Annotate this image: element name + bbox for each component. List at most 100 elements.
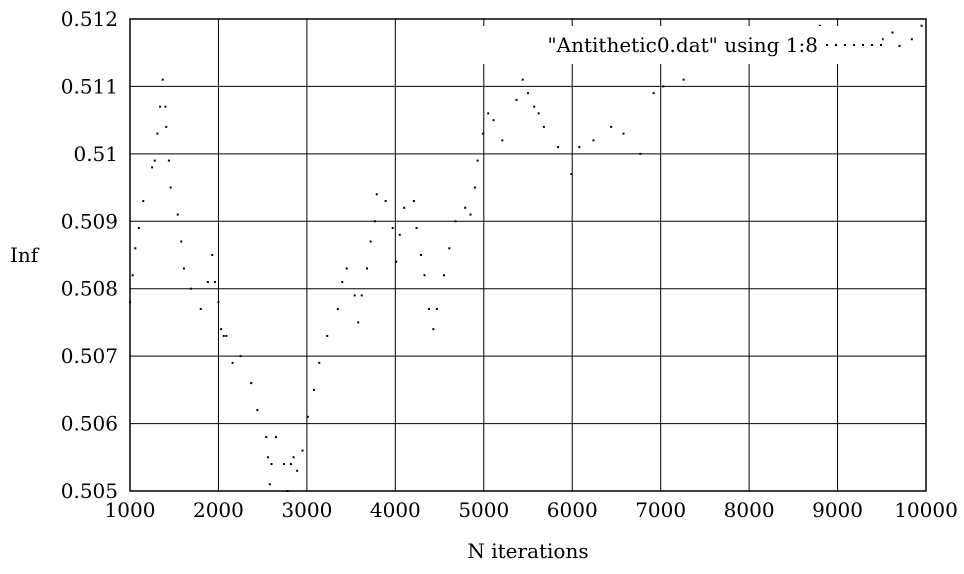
data-point xyxy=(161,78,164,81)
data-point xyxy=(341,280,344,283)
data-point xyxy=(910,38,913,41)
x-tick-label: 1000 xyxy=(105,498,156,522)
data-point xyxy=(222,334,225,337)
data-point xyxy=(137,227,140,230)
data-point xyxy=(881,38,884,41)
data-point xyxy=(134,247,137,250)
x-tick-label: 4000 xyxy=(370,498,421,522)
data-point xyxy=(180,240,183,243)
legend-sample-point xyxy=(835,44,837,46)
data-point xyxy=(176,213,179,216)
data-point xyxy=(662,85,665,88)
data-point xyxy=(142,200,145,203)
y-tick-label: 0.508 xyxy=(61,277,118,301)
y-tick-label: 0.509 xyxy=(61,209,118,233)
data-point xyxy=(165,125,168,128)
data-point xyxy=(220,328,223,331)
y-tick-label: 0.512 xyxy=(61,7,118,31)
data-point xyxy=(454,220,457,223)
data-point xyxy=(533,105,536,108)
data-point xyxy=(473,186,476,189)
y-tick-label: 0.505 xyxy=(61,479,118,503)
data-point xyxy=(213,280,216,283)
data-point xyxy=(167,159,170,162)
data-point xyxy=(239,355,242,358)
y-tick-label: 0.51 xyxy=(73,142,118,166)
data-point xyxy=(353,294,356,297)
y-axis-label: Inf xyxy=(10,243,40,267)
data-point xyxy=(164,105,167,108)
data-point xyxy=(487,112,490,115)
legend-sample xyxy=(826,44,882,46)
data-point xyxy=(818,24,821,27)
data-point xyxy=(481,132,484,135)
data-point xyxy=(190,287,193,290)
data-point xyxy=(652,92,655,95)
data-point xyxy=(289,463,292,466)
data-point xyxy=(570,173,573,176)
legend-label: "Antithetic0.dat" using 1:8 xyxy=(547,33,818,57)
x-tick-label: 7000 xyxy=(635,498,686,522)
data-point xyxy=(891,31,894,34)
data-point xyxy=(542,125,545,128)
data-point xyxy=(464,206,467,209)
y-tick-label: 0.506 xyxy=(61,412,118,436)
data-point xyxy=(265,436,268,439)
data-point xyxy=(153,159,156,162)
x-tick-label: 2000 xyxy=(193,498,244,522)
data-point xyxy=(515,98,518,101)
data-point xyxy=(266,456,269,459)
data-points xyxy=(129,24,923,492)
legend-sample-point xyxy=(862,44,864,46)
data-point xyxy=(412,200,415,203)
data-point xyxy=(391,227,394,230)
data-point xyxy=(296,469,299,472)
x-axis: 1000 2000 3000 4000 5000 6000 7000 8000 9000 1000… xyxy=(105,498,958,522)
data-point xyxy=(182,267,185,270)
legend-sample-point xyxy=(880,44,882,46)
data-point xyxy=(435,307,438,310)
data-point xyxy=(592,139,595,142)
data-point xyxy=(360,294,363,297)
data-point xyxy=(282,463,285,466)
data-point xyxy=(682,78,685,81)
data-point xyxy=(211,254,214,256)
data-point xyxy=(217,301,220,304)
data-point xyxy=(527,92,529,95)
data-point xyxy=(501,139,504,142)
legend-sample-point xyxy=(826,44,828,46)
data-point xyxy=(270,463,273,466)
x-tick-label: 8000 xyxy=(724,498,775,522)
data-point xyxy=(415,227,418,230)
legend-sample-point xyxy=(871,44,873,46)
legend-background xyxy=(482,26,882,64)
data-point xyxy=(225,334,228,337)
x-tick-label: 6000 xyxy=(547,498,598,522)
data-point xyxy=(312,388,315,391)
data-point xyxy=(578,146,581,149)
data-point xyxy=(268,483,271,486)
legend-sample-point xyxy=(844,44,846,46)
data-point xyxy=(375,193,378,196)
data-point xyxy=(199,307,202,310)
x-tick-label: 9000 xyxy=(812,498,863,522)
data-point xyxy=(250,382,253,385)
data-point xyxy=(469,213,472,216)
data-point xyxy=(395,260,398,263)
data-point xyxy=(521,78,524,81)
data-point xyxy=(423,274,426,277)
y-tick-label: 0.511 xyxy=(61,74,118,98)
data-point xyxy=(403,206,406,209)
plot-frame xyxy=(129,18,927,492)
data-point xyxy=(336,307,339,310)
data-point xyxy=(357,321,360,324)
data-point xyxy=(419,254,422,256)
data-point xyxy=(169,186,172,189)
data-point xyxy=(366,267,369,270)
data-point xyxy=(373,220,376,223)
data-point xyxy=(492,119,495,122)
data-point xyxy=(206,280,209,283)
data-point xyxy=(898,44,901,47)
x-tick-label: 5000 xyxy=(458,498,509,522)
